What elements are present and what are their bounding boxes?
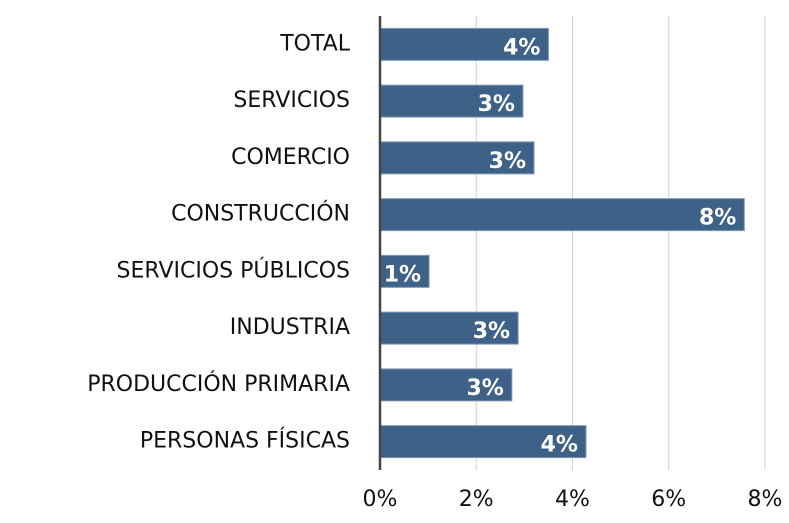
value-label: 3% <box>473 319 510 344</box>
bar <box>379 84 524 118</box>
y-tick-label: PRODUCCIÓN PRIMARIA <box>87 371 350 397</box>
y-tick-label: INDUSTRIA <box>230 315 350 340</box>
y-tick-label: CONSTRUCCIÓN <box>171 201 350 227</box>
y-tick-label: PERSONAS FÍSICAS <box>140 428 350 454</box>
value-label: 1% <box>384 262 421 287</box>
value-label: 8% <box>699 206 736 231</box>
y-tick-label: TOTAL <box>279 31 351 56</box>
bar <box>379 141 535 175</box>
x-tick-label: 2% <box>459 487 494 512</box>
x-tick-label: 0% <box>363 487 398 512</box>
value-label: 3% <box>478 92 515 117</box>
value-label: 3% <box>467 376 504 401</box>
y-tick-label: COMERCIO <box>231 145 350 170</box>
x-tick-label: 6% <box>651 487 686 512</box>
y-tick-label: SERVICIOS PÚBLICOS <box>117 257 350 283</box>
x-tick-label: 4% <box>555 487 590 512</box>
bar <box>379 27 549 61</box>
bar <box>379 198 745 232</box>
bar <box>379 425 587 459</box>
value-label: 4% <box>541 433 578 458</box>
x-tick-label: 8% <box>748 487 783 512</box>
value-label: 4% <box>503 35 540 60</box>
y-tick-label: SERVICIOS <box>233 88 350 113</box>
value-label: 3% <box>489 149 526 174</box>
